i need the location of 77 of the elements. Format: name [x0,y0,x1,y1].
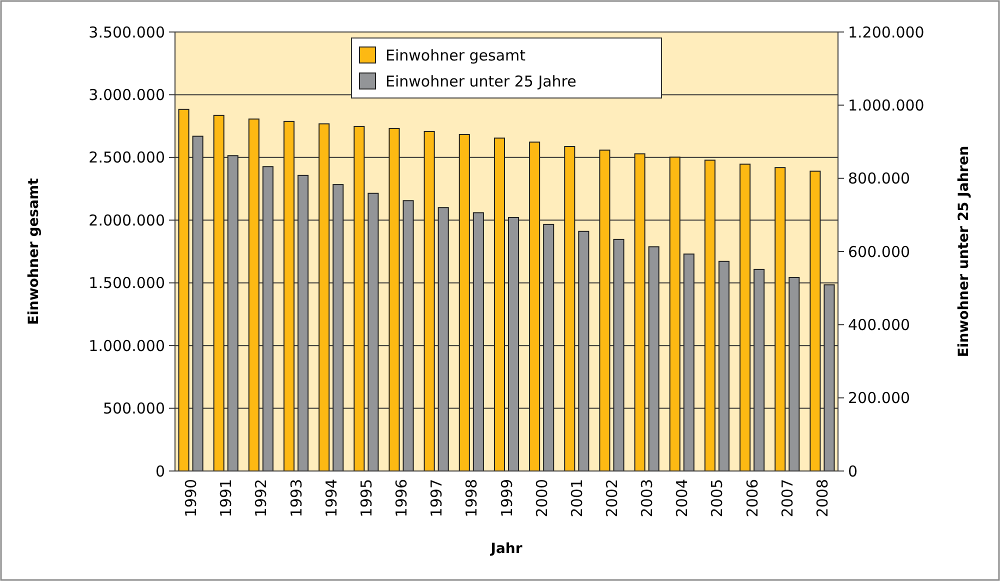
bar [543,224,554,472]
x-tick-label: 2005 [708,479,726,518]
bar [529,142,540,472]
bar [754,268,765,472]
bar [472,212,484,472]
x-tick-label: 2003 [638,479,656,518]
bar [424,130,435,472]
y-tick-label: 1.000.000 [88,336,165,355]
bar [740,164,751,472]
y-tick-label: 2.500.000 [88,148,165,167]
x-tick-label: 2007 [778,479,796,518]
bar [402,200,414,472]
x-tick-label: 2001 [568,479,586,518]
bar [354,126,365,472]
bar [458,134,470,472]
bar [262,166,274,472]
bar [248,118,260,472]
x-tick-label: 2006 [743,479,762,518]
bar [283,120,295,472]
x-tick-label: 2000 [532,479,551,518]
bar [494,138,505,472]
y2-tick-label: 800.000 [848,170,910,188]
bar [213,114,224,472]
bar [368,192,379,472]
y2-axis-title: Einwohner unter 25 Jahren [956,146,972,358]
bar [599,150,610,472]
y2-tick-label: 1.200.000 [848,23,924,42]
bar [564,146,576,472]
bar [669,156,680,472]
bar [227,155,238,472]
y2-tick-label: 600.000 [848,242,910,261]
y2-tick-label: 400.000 [848,316,910,334]
x-tick-label: 1991 [217,479,236,518]
bar [718,260,730,472]
y-tick-label: 3.000.000 [88,86,165,104]
y2-tick-label: 0 [848,462,858,480]
y-tick-label: 500.000 [102,400,165,418]
x-tick-label: 1998 [462,479,481,518]
y-tick-label: 1.500.000 [88,274,165,292]
y-axis-title: Einwohner gesamt [26,178,42,325]
bar [178,108,190,472]
bar [824,284,835,472]
bar [578,230,590,472]
x-tick-label: 1994 [322,479,340,518]
y-tick-label: 2.000.000 [88,211,165,230]
x-tick-label: 1993 [287,479,306,518]
bar [788,276,800,472]
bar [332,184,344,472]
x-tick-label: 1996 [392,479,411,518]
bar [683,254,694,472]
x-tick-label: 1995 [357,479,376,518]
bar [613,238,624,472]
bar [438,207,449,472]
y-tick-label: 3.500.000 [88,23,165,42]
x-tick-label: 1997 [428,479,446,518]
y-tick-label: 0 [155,462,165,480]
x-tick-label: 2004 [673,479,692,518]
bar [508,216,520,472]
bar [388,128,400,472]
legend-label: Einwohner gesamt [386,46,526,64]
bar [192,136,204,472]
bar [774,167,786,472]
x-tick-label: 1992 [252,479,270,518]
x-tick-label: 2008 [813,479,832,518]
bar [298,174,309,472]
bar [648,246,660,472]
bar [318,123,330,472]
x-tick-label: 2002 [602,479,621,518]
y2-tick-label: 200.000 [848,389,910,408]
y2-tick-label: 1.000.000 [848,96,924,114]
bar [810,170,821,472]
legend-label: Einwohner unter 25 Jahre [386,72,576,90]
x-tick-label: 1990 [182,479,200,518]
x-axis-title: Jahr [490,541,522,557]
bar [634,153,646,472]
bar [704,160,716,472]
x-tick-label: 1999 [498,479,516,518]
